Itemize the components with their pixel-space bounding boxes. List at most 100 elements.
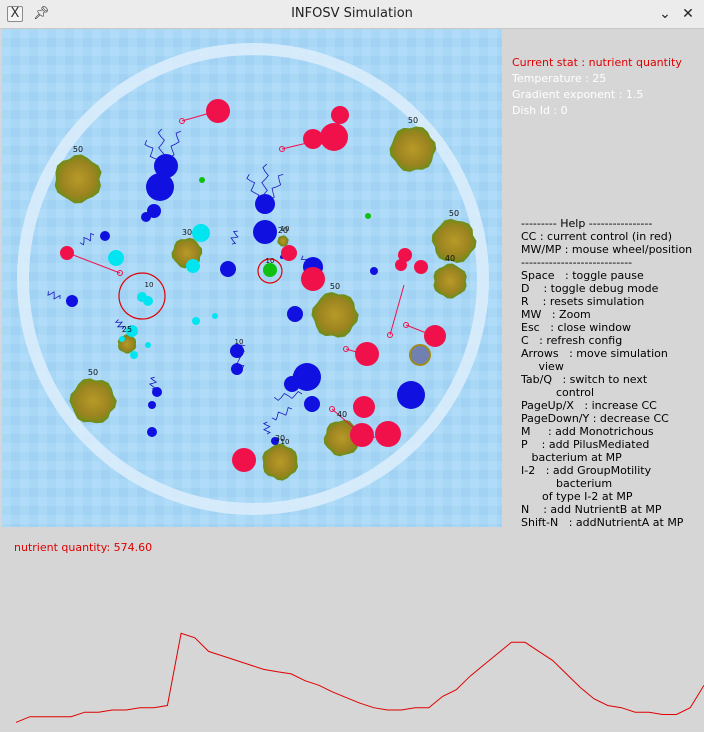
monotrichous-bacterium bbox=[304, 396, 320, 412]
nutrient-label: 50 bbox=[408, 116, 418, 125]
nutrient-source bbox=[409, 344, 431, 366]
pilus-bacterium bbox=[320, 123, 348, 151]
group-bacterium bbox=[126, 325, 138, 337]
dish-id-stat: Dish Id : 0 bbox=[512, 104, 568, 117]
nutrient-source bbox=[433, 263, 467, 299]
simulation-view[interactable]: 50 50 50 40 30 50 25 40 50 30 20 10 10 10 10 10 bbox=[2, 29, 502, 527]
nutrient-graph-line bbox=[15, 632, 704, 723]
current-stat: Current stat : nutrient quantity bbox=[512, 56, 682, 69]
group-bacterium bbox=[119, 336, 125, 342]
nutrient-label: 20 bbox=[278, 226, 288, 235]
help-line: R : resets simulation bbox=[521, 295, 645, 308]
help-line: MW/MP : mouse wheel/position bbox=[521, 243, 693, 256]
group-bacterium bbox=[192, 317, 200, 325]
nutrient-source bbox=[54, 154, 102, 204]
nutrient-label: 40 bbox=[445, 254, 455, 263]
nutrient-label: 50 bbox=[449, 209, 459, 218]
help-line: P : add PilusMediated bbox=[521, 438, 650, 451]
nutrient-source bbox=[277, 235, 289, 247]
graph-label: nutrient quantity: 574.60 bbox=[14, 541, 153, 554]
flagellum bbox=[246, 174, 260, 200]
nutrient-source bbox=[69, 378, 117, 424]
stats-panel: Current stat : nutrient quantity Tempera… bbox=[512, 55, 702, 119]
flagellum bbox=[230, 230, 239, 245]
help-line: --------- Help ---------------- bbox=[521, 217, 653, 230]
nutrient-graph bbox=[15, 632, 704, 723]
nutrient-source bbox=[323, 419, 360, 457]
flagellum bbox=[148, 376, 158, 390]
pilus-bacterium bbox=[350, 423, 374, 447]
gradient-stat: Gradient exponent : 1.5 bbox=[512, 88, 644, 101]
monotrichous-bacterium bbox=[284, 376, 300, 392]
pilus-bacterium bbox=[375, 421, 401, 447]
help-line: M : add Monotrichous bbox=[521, 425, 654, 438]
pilus-link bbox=[387, 284, 405, 338]
pilus-bacterium bbox=[60, 246, 74, 260]
group-bacterium bbox=[365, 213, 371, 219]
pilus-bacterium bbox=[301, 267, 325, 291]
monotrichous-bacterium bbox=[100, 231, 110, 241]
nutrient-source bbox=[431, 218, 477, 263]
monotrichous-bacterium bbox=[287, 306, 303, 322]
nutrient-label: 25 bbox=[122, 325, 132, 334]
title-bar[interactable]: X 📌︎ INFOSV Simulation ⌄ ✕ bbox=[0, 0, 704, 29]
help-line: MW : Zoom bbox=[521, 308, 591, 321]
minimize-button[interactable]: ⌄ bbox=[656, 5, 674, 23]
nutrient-label: 40 bbox=[337, 410, 347, 419]
monotrichous-bacterium bbox=[255, 194, 275, 214]
nutrient-source bbox=[389, 126, 437, 172]
nutrient-label: 50 bbox=[73, 145, 83, 154]
group-bacterium bbox=[263, 263, 277, 277]
group-bacterium bbox=[145, 342, 151, 348]
bacterium-label: 10 bbox=[281, 225, 290, 233]
flagellum bbox=[271, 406, 293, 421]
group-bacterium bbox=[212, 313, 218, 319]
pin-icon[interactable]: 📌︎ bbox=[33, 6, 50, 21]
current-control-ring bbox=[118, 272, 166, 320]
pilus-bacterium bbox=[206, 99, 230, 123]
group-bacterium bbox=[199, 177, 205, 183]
nutrient-label: 30 bbox=[275, 434, 285, 443]
bacterium-label: 10 bbox=[145, 281, 154, 289]
help-line: control bbox=[521, 386, 595, 399]
x-app-icon: X bbox=[7, 6, 23, 22]
monotrichous-bacterium bbox=[147, 204, 161, 218]
help-line: ---------------------------- bbox=[521, 256, 633, 269]
help-line: PageUp/X : increase CC bbox=[521, 399, 657, 412]
chevron-down-icon: ⌄ bbox=[659, 6, 671, 22]
pilus-bacterium bbox=[395, 259, 407, 271]
flagellum bbox=[261, 163, 269, 195]
monotrichous-bacterium bbox=[231, 363, 243, 375]
help-line: bacterium bbox=[521, 477, 613, 490]
group-bacterium bbox=[143, 296, 153, 306]
help-line: C : refresh config bbox=[521, 334, 623, 347]
monotrichous-bacterium bbox=[141, 212, 151, 222]
flagellum bbox=[169, 130, 181, 158]
flagellum bbox=[269, 174, 284, 200]
help-panel: --------- Help ---------------- CC : curr… bbox=[521, 217, 703, 529]
pilus-bacterium bbox=[398, 248, 412, 262]
monotrichous-bacterium bbox=[154, 154, 178, 178]
help-line: Shift-N : addNutrientA at MP bbox=[521, 516, 684, 529]
monotrichous-bacterium bbox=[66, 295, 78, 307]
flagellum bbox=[114, 319, 126, 330]
monotrichous-bacterium bbox=[220, 261, 236, 277]
flagellum bbox=[47, 291, 61, 300]
close-button[interactable]: ✕ bbox=[679, 5, 697, 23]
pilus-link bbox=[67, 252, 123, 276]
help-line: D : toggle debug mode bbox=[521, 282, 659, 295]
help-line: bacterium at MP bbox=[521, 451, 622, 464]
pilus-bacterium bbox=[424, 325, 446, 347]
flagellum bbox=[79, 232, 95, 246]
monotrichous-bacterium bbox=[148, 401, 156, 409]
help-line: of type I-2 at MP bbox=[521, 490, 633, 503]
pilus-bacterium bbox=[353, 396, 375, 418]
group-bacterium bbox=[108, 250, 124, 266]
monotrichous-bacterium bbox=[370, 267, 378, 275]
group-bacterium bbox=[192, 224, 210, 242]
monotrichous-bacterium bbox=[230, 344, 244, 358]
flagellum bbox=[262, 421, 271, 435]
pilus-bacterium bbox=[281, 245, 297, 261]
help-line: Esc : close window bbox=[521, 321, 631, 334]
